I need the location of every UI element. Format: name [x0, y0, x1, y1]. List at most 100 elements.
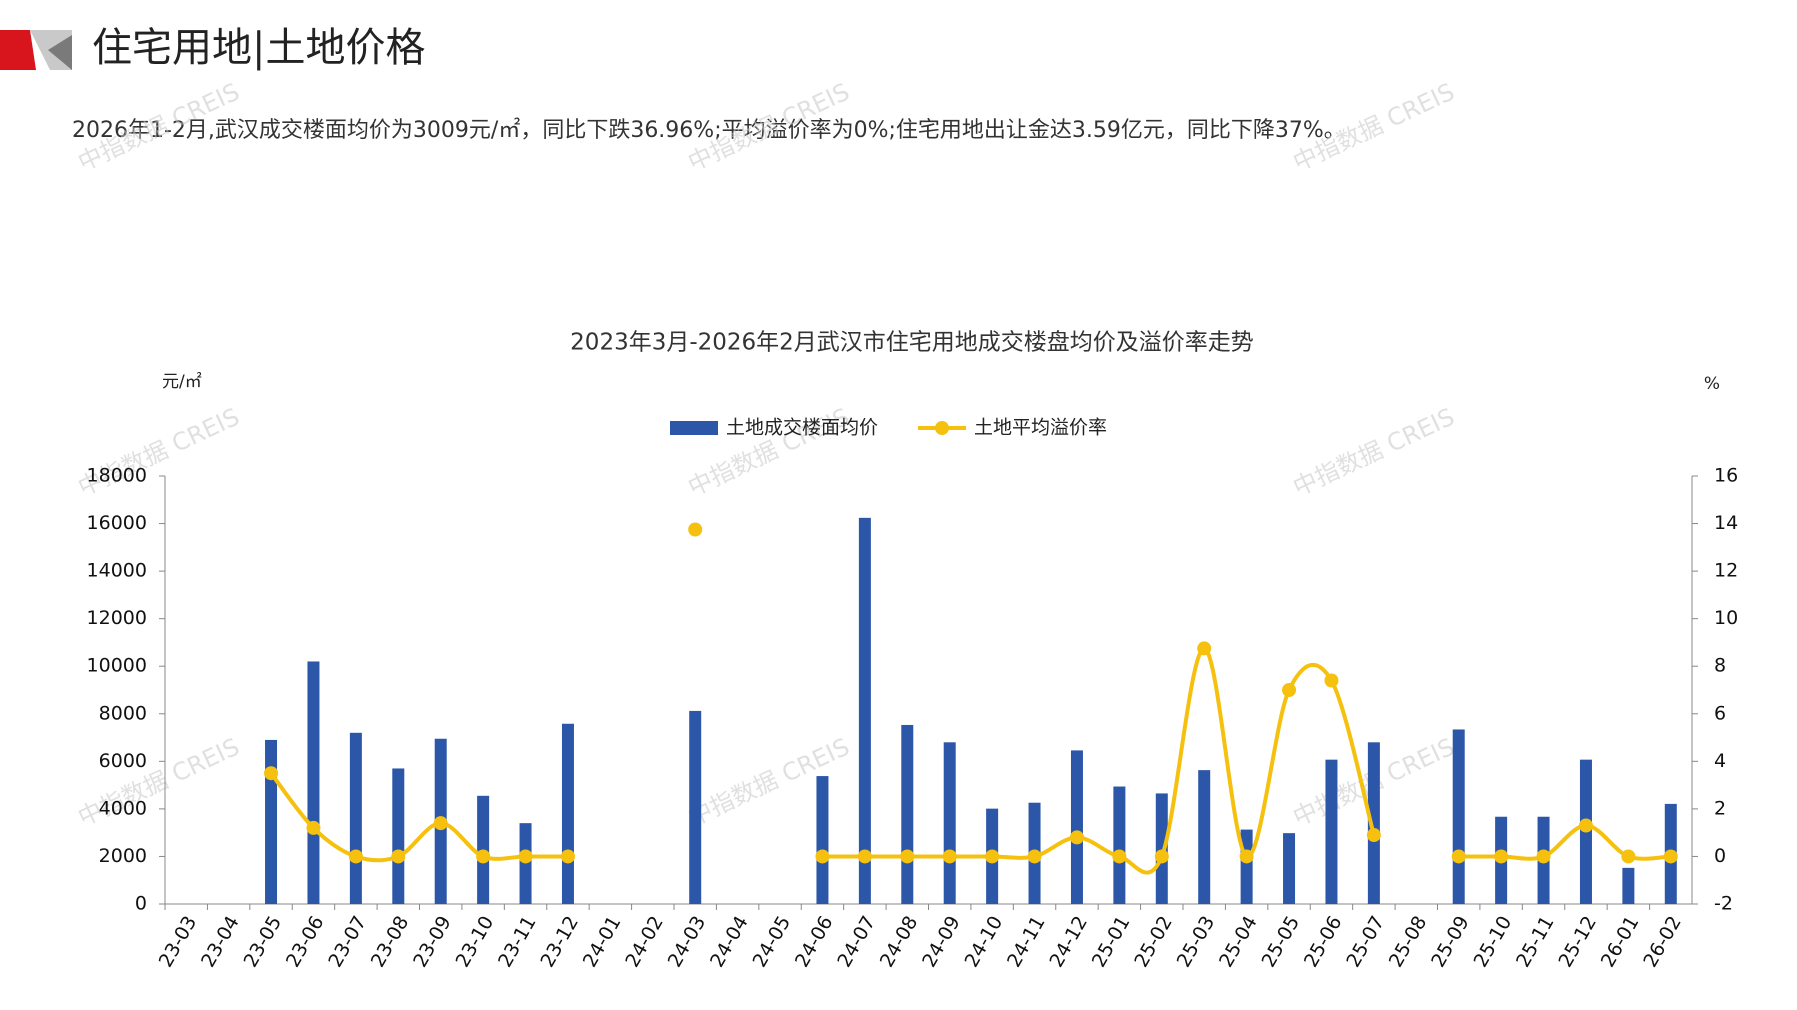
bar: [392, 768, 405, 904]
bar: [1070, 750, 1083, 904]
line-dot: [518, 849, 533, 864]
x-tick-label: 25-11: [1512, 912, 1559, 971]
line-dot: [985, 849, 1000, 864]
legend-swatch: [670, 421, 718, 435]
y-tick-label: 8000: [99, 702, 147, 724]
legend-swatch-dot: [935, 421, 950, 435]
bar: [519, 823, 532, 904]
line-dot: [476, 849, 491, 864]
x-tick-label: 23-05: [239, 912, 286, 971]
x-tick-label: 23-09: [409, 912, 456, 971]
y-tick-label: 14000: [87, 560, 147, 582]
x-tick-label: 24-04: [706, 912, 753, 971]
x-tick-label: 25-07: [1342, 912, 1389, 971]
x-tick-label: 24-02: [621, 912, 668, 971]
bar: [901, 724, 914, 904]
line-dot: [1197, 641, 1212, 656]
x-tick-label: 26-02: [1639, 912, 1686, 971]
bar: [943, 742, 956, 904]
y2-tick-label: 4: [1714, 750, 1726, 772]
bar: [1622, 867, 1635, 904]
line-dot: [1494, 849, 1509, 864]
line-dot: [1069, 830, 1084, 845]
y-tick-label: 12000: [87, 607, 147, 629]
x-tick-label: 24-07: [833, 912, 880, 971]
bar: [1113, 786, 1126, 904]
line-dot: [688, 522, 703, 537]
y2-tick-label: 14: [1714, 512, 1738, 534]
x-tick-label: 25-09: [1427, 912, 1474, 971]
x-tick-label: 25-04: [1215, 912, 1262, 971]
line: [1458, 823, 1671, 861]
x-tick-label: 25-08: [1385, 912, 1432, 971]
y2-tick-label: 2: [1714, 797, 1726, 819]
y2-axis-label: %: [1704, 374, 1720, 394]
x-tick-label: 23-04: [197, 912, 244, 971]
line-dot: [1451, 849, 1466, 864]
x-tick-label: 24-01: [579, 912, 626, 971]
line-dot: [1621, 849, 1636, 864]
y2-tick-label: 16: [1714, 465, 1738, 487]
y-tick-label: 4000: [99, 797, 147, 819]
bar: [1240, 829, 1253, 904]
line-dot: [1663, 849, 1678, 864]
line-dot: [942, 849, 957, 864]
bar: [1367, 742, 1380, 904]
summary: 2026年1-2月,武汉成交楼面均价为3009元/㎡，同比下跌36.96%;平均…: [72, 117, 1346, 143]
y2-tick-label: 6: [1714, 702, 1726, 724]
legend-label: 土地平均溢价率: [974, 417, 1107, 439]
x-tick-label: 23-10: [452, 912, 499, 971]
line-dot: [391, 849, 406, 864]
bar: [816, 776, 829, 904]
y-tick-label: 0: [135, 893, 147, 915]
y-tick-label: 18000: [87, 465, 147, 487]
x-tick-label: 25-05: [1257, 912, 1304, 971]
line-dot: [306, 820, 321, 835]
bar: [1283, 833, 1296, 904]
x-tick-label: 23-11: [494, 912, 541, 971]
logo-red: [0, 30, 36, 70]
legend-label: 土地成交楼面均价: [726, 417, 878, 439]
x-tick-label: 25-02: [1130, 912, 1177, 971]
x-tick-label: 24-05: [748, 912, 795, 971]
x-tick-label: 24-06: [791, 912, 838, 971]
line-dot: [1027, 849, 1042, 864]
x-tick-label: 23-03: [155, 912, 202, 971]
y-tick-label: 16000: [87, 512, 147, 534]
line-dot: [857, 849, 872, 864]
x-tick-label: 25-10: [1470, 912, 1517, 971]
x-tick-label: 24-11: [1003, 912, 1050, 971]
x-tick-label: 24-10: [961, 912, 1008, 971]
chart-title: 2023年3月-2026年2月武汉市住宅用地成交楼盘均价及溢价率走势: [570, 330, 1254, 356]
line-dot: [1282, 683, 1297, 697]
x-tick-label: 24-12: [1045, 912, 1092, 971]
line-dot: [348, 849, 363, 864]
bar: [349, 732, 362, 904]
x-tick-label: 23-12: [536, 912, 583, 971]
bar: [858, 517, 871, 904]
header-title: 住宅用地|土地价格: [92, 25, 425, 71]
bar: [689, 710, 702, 904]
bar: [265, 739, 278, 904]
bar: [561, 723, 574, 904]
y-tick-label: 10000: [87, 655, 147, 677]
x-tick-label: 25-12: [1554, 912, 1601, 971]
line-dot: [815, 849, 830, 864]
x-tick-label: 25-06: [1300, 912, 1347, 971]
x-tick-label: 24-09: [918, 912, 965, 971]
line-dot: [1154, 849, 1169, 864]
line-dot: [560, 849, 575, 864]
bar: [1198, 770, 1211, 904]
x-tick-label: 24-03: [664, 912, 711, 971]
y2-tick-label: 0: [1714, 845, 1726, 867]
y-axis-label: 元/㎡: [162, 372, 202, 392]
watermark: 中指数据 CREIS: [74, 403, 244, 502]
bar: [1155, 793, 1168, 904]
x-tick-label: 23-06: [282, 912, 329, 971]
line-dot: [1324, 673, 1339, 688]
line-dot: [1366, 828, 1381, 843]
y-tick-label: 2000: [99, 845, 147, 867]
y2-tick-label: 10: [1714, 607, 1738, 629]
line-dot: [433, 816, 448, 831]
